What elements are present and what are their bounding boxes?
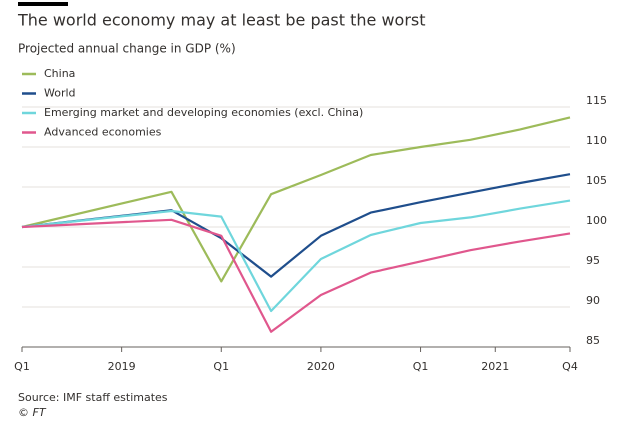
source: Source: IMF staff estimates	[18, 391, 168, 404]
x-tick-label: 2019	[108, 360, 136, 373]
y-tick-label: 90	[586, 294, 600, 307]
line	[21, 116, 571, 283]
y-tick-label: 95	[586, 254, 600, 267]
x-tick-label: 2021	[481, 360, 509, 373]
x-tick-label: Q1	[213, 360, 229, 373]
y-tick-label: 105	[586, 174, 607, 187]
line	[21, 199, 571, 313]
legend-label: China	[44, 67, 75, 80]
y-tick-label: 115	[586, 94, 607, 107]
x-tick-label: Q4	[562, 360, 578, 373]
y-tick-label: 110	[586, 134, 607, 147]
line	[21, 173, 571, 278]
line	[21, 218, 571, 333]
chart-subtitle: Projected annual change in GDP (%)	[18, 42, 236, 56]
credit: © FT	[18, 406, 47, 419]
brand-bar	[18, 2, 68, 6]
x-tick-label: 2020	[307, 360, 335, 373]
legend-label: Emerging market and developing economies…	[44, 106, 363, 119]
legend-label: Advanced economies	[44, 126, 162, 139]
x-tick-label: Q1	[14, 360, 30, 373]
legend-label: World	[44, 87, 76, 100]
chart-title: The world economy may at least be past t…	[17, 11, 426, 30]
x-tick-label: Q1	[413, 360, 429, 373]
y-tick-label: 100	[586, 214, 607, 227]
y-tick-label: 85	[586, 334, 600, 347]
